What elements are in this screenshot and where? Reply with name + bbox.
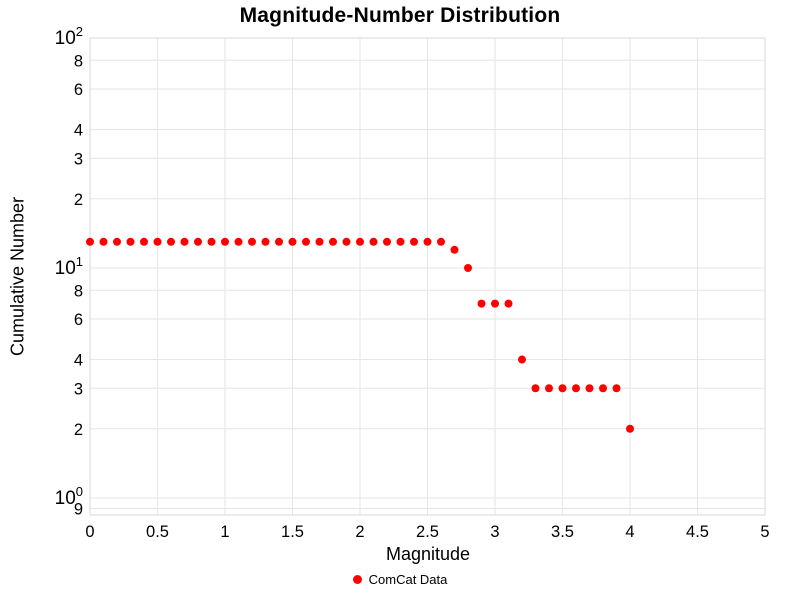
x-tick-label: 4 xyxy=(625,523,634,541)
data-point xyxy=(572,384,580,393)
data-point xyxy=(275,237,283,246)
data-point xyxy=(342,237,351,246)
data-point xyxy=(153,237,162,246)
data-point xyxy=(248,237,256,246)
chart-title: Magnitude-Number Distribution xyxy=(239,4,561,27)
legend: ComCat Data xyxy=(0,572,800,587)
y-tick-label-minor: 4 xyxy=(74,352,83,370)
x-tick-label: 1 xyxy=(220,523,229,541)
data-point xyxy=(329,237,337,246)
y-tick-label-minor: 9 xyxy=(74,501,83,519)
data-point xyxy=(477,299,486,308)
y-tick-label-major: 102 xyxy=(55,24,83,49)
y-tick-label-minor: 2 xyxy=(74,421,83,439)
x-tick-label: 1.5 xyxy=(281,523,304,541)
y-tick-label-major: 100 xyxy=(55,484,83,509)
legend-entry[interactable]: ComCat Data xyxy=(352,572,448,587)
legend-marker-icon xyxy=(352,575,362,584)
data-point xyxy=(504,299,513,308)
data-point xyxy=(369,237,378,246)
data-point xyxy=(356,237,364,246)
data-point xyxy=(464,264,472,272)
data-point xyxy=(558,384,567,393)
x-tick-label: 2.5 xyxy=(416,523,439,541)
data-point xyxy=(302,237,310,246)
data-point xyxy=(234,237,243,246)
y-tick-label-minor: 8 xyxy=(74,52,83,70)
y-tick-label-minor: 3 xyxy=(74,150,83,168)
y-tick-label-minor: 8 xyxy=(74,282,83,300)
data-point xyxy=(612,384,621,393)
data-point xyxy=(180,237,189,246)
data-point xyxy=(437,237,445,246)
data-point xyxy=(86,237,94,246)
data-point xyxy=(207,237,216,246)
data-point xyxy=(383,237,391,246)
x-tick-label: 5 xyxy=(760,523,769,541)
data-point xyxy=(626,424,634,433)
x-tick-label: 4.5 xyxy=(686,523,709,541)
x-tick-label: 2 xyxy=(355,523,364,541)
data-point xyxy=(599,384,607,393)
data-point xyxy=(261,237,270,246)
data-point xyxy=(531,384,540,393)
y-tick-label-major: 101 xyxy=(55,254,83,279)
data-point xyxy=(194,237,202,246)
data-point xyxy=(126,237,135,246)
y-tick-label-minor: 2 xyxy=(74,191,83,209)
data-point xyxy=(545,384,553,393)
data-point xyxy=(315,237,324,246)
data-point xyxy=(288,237,297,246)
data-point xyxy=(518,355,526,364)
y-tick-label-minor: 3 xyxy=(74,380,83,398)
data-point xyxy=(410,237,418,246)
data-point xyxy=(99,237,108,246)
x-tick-label: 0.5 xyxy=(146,523,169,541)
data-point xyxy=(140,237,148,246)
data-point xyxy=(585,384,594,393)
data-point xyxy=(113,237,121,246)
y-tick-label-minor: 6 xyxy=(74,81,83,99)
plot-border xyxy=(89,37,766,516)
y-axis-title: Cumulative Number xyxy=(7,196,28,357)
data-point xyxy=(423,237,432,246)
y-tick-label-minor: 6 xyxy=(74,311,83,329)
x-tick-label: 0 xyxy=(85,523,94,541)
data-point xyxy=(167,237,175,246)
data-point xyxy=(491,299,499,308)
data-point xyxy=(450,245,459,254)
x-tick-label: 3.5 xyxy=(551,523,574,541)
x-axis-title: Magnitude xyxy=(385,544,471,564)
data-point xyxy=(221,237,229,246)
legend-label: ComCat Data xyxy=(368,572,448,587)
x-tick-label: 3 xyxy=(490,523,499,541)
y-tick-label-minor: 4 xyxy=(74,122,83,140)
data-point xyxy=(396,237,405,246)
